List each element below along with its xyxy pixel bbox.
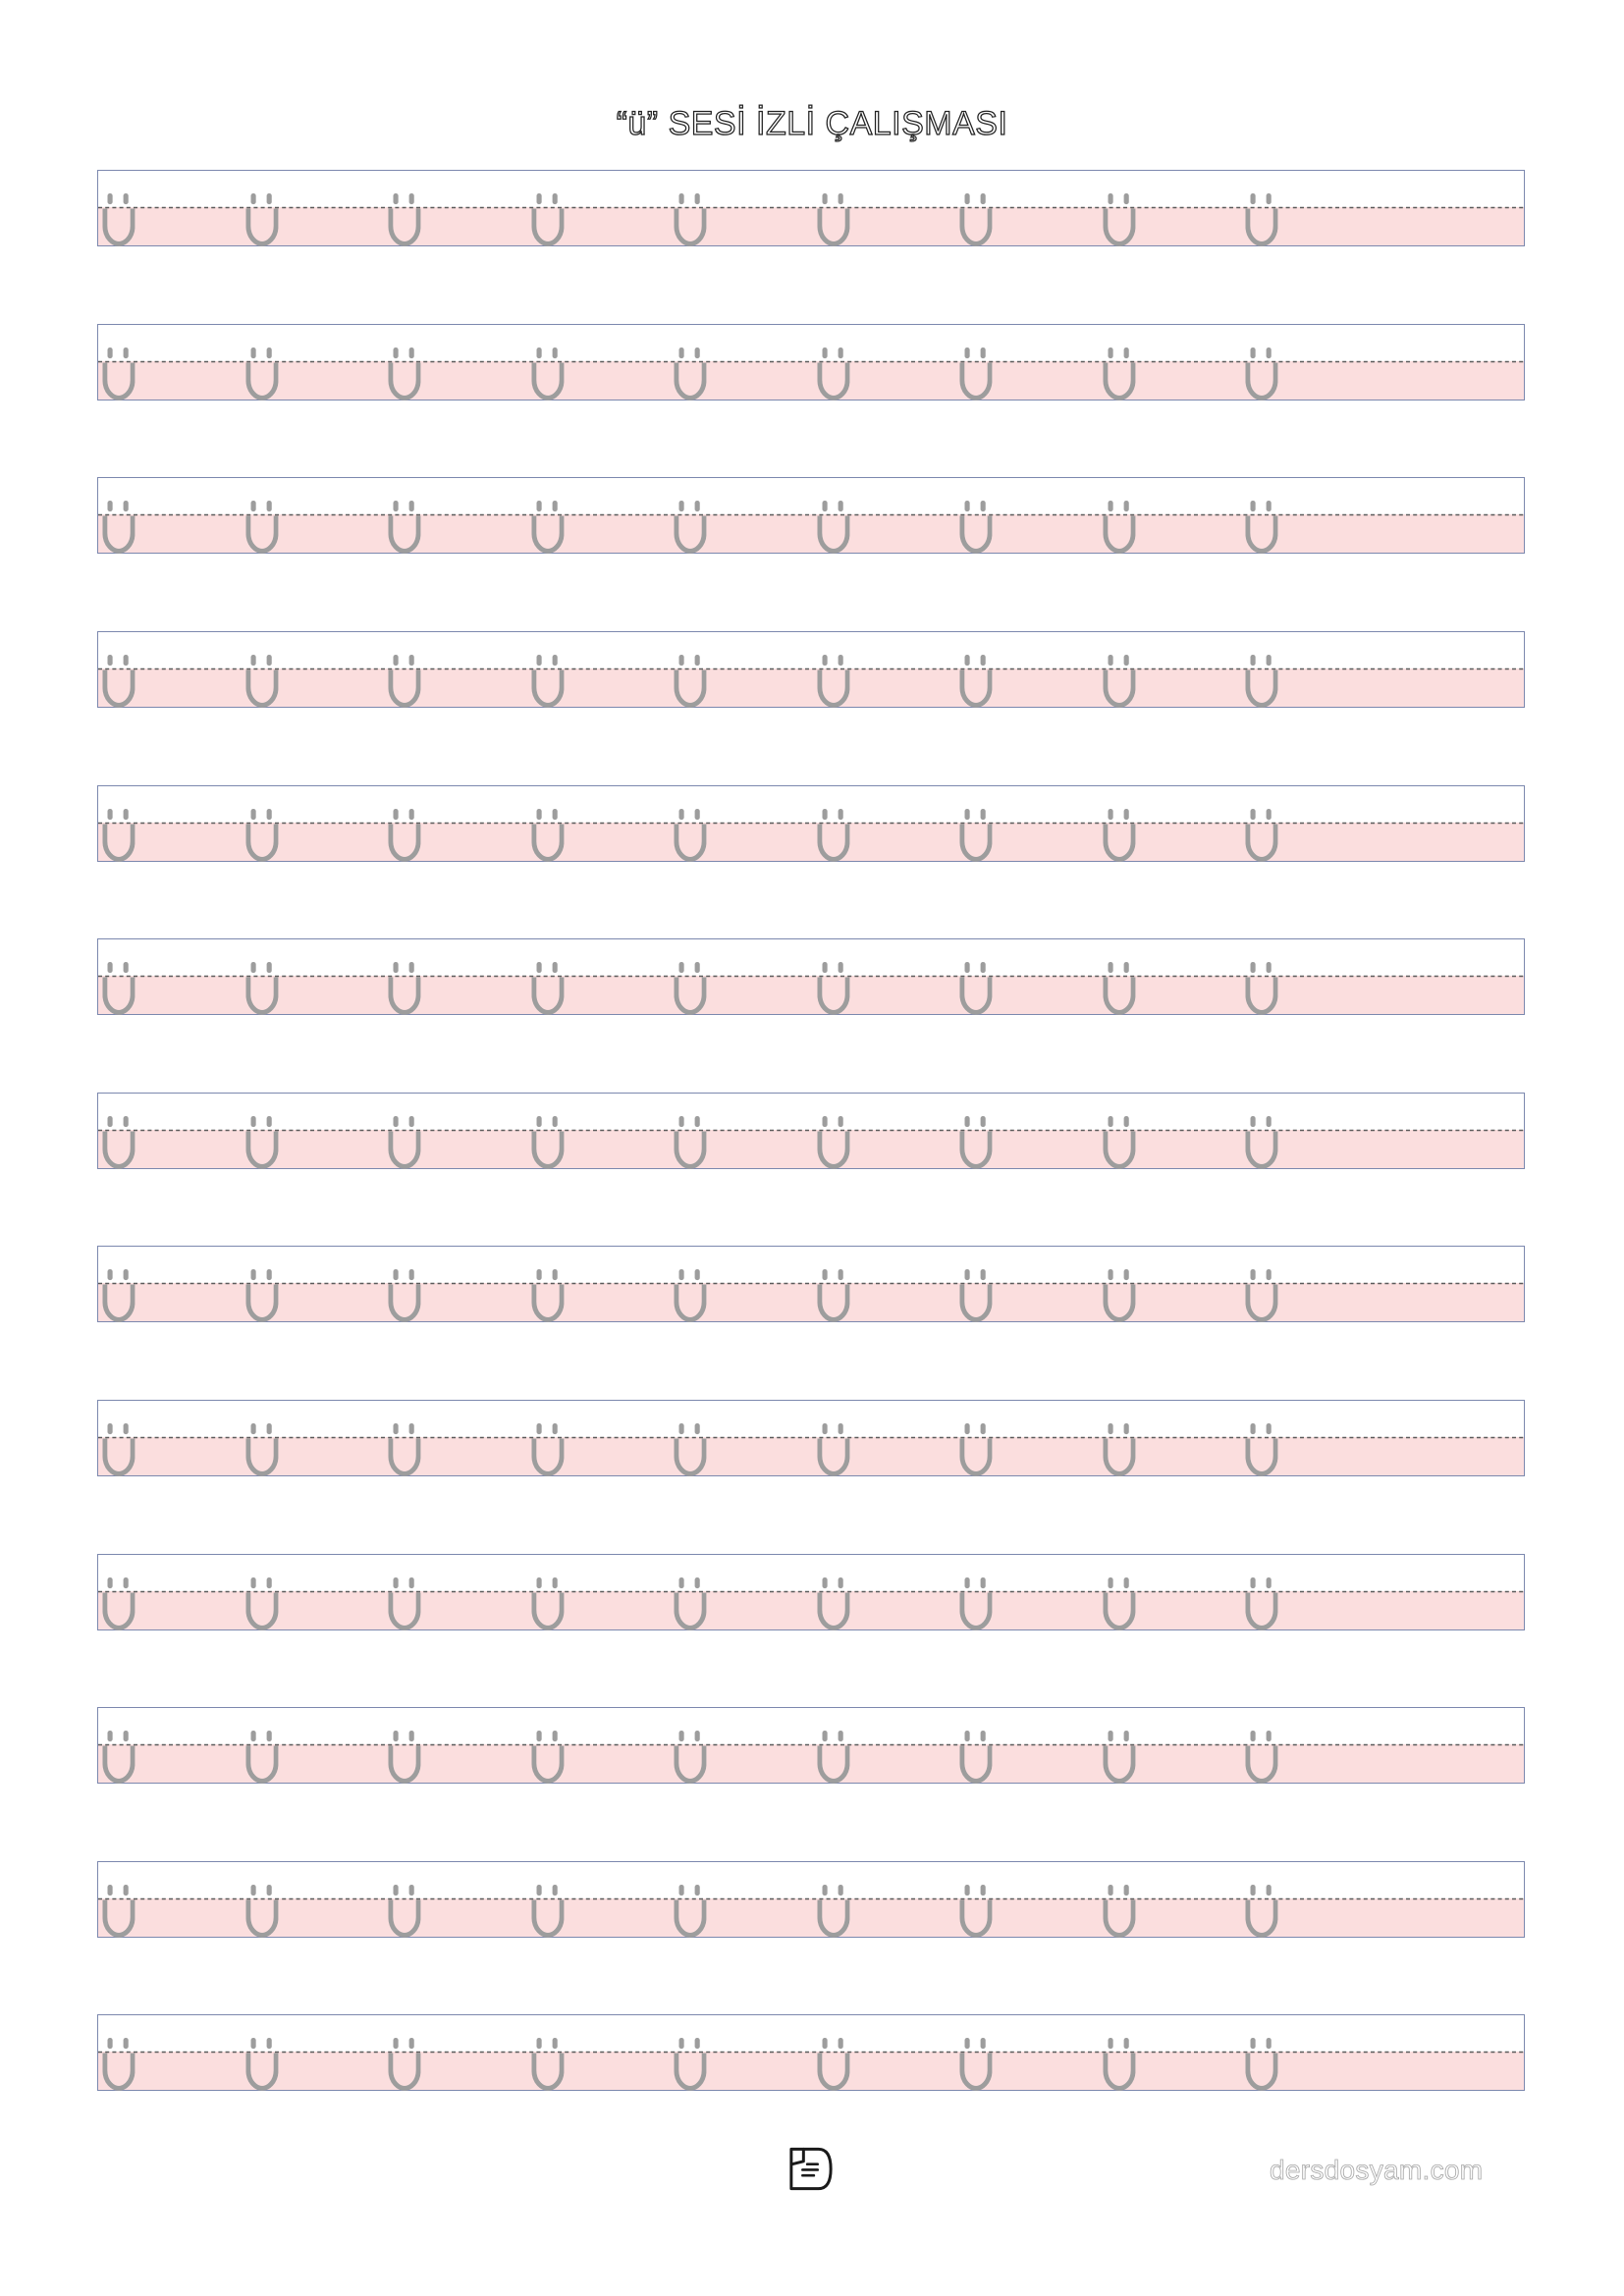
svg-text:dersdosyam.com: dersdosyam.com (1270, 2155, 1483, 2185)
svg-text:“ü” SESİ İZLİ ÇALIŞMASI: “ü” SESİ İZLİ ÇALIŞMASI (617, 105, 1008, 142)
